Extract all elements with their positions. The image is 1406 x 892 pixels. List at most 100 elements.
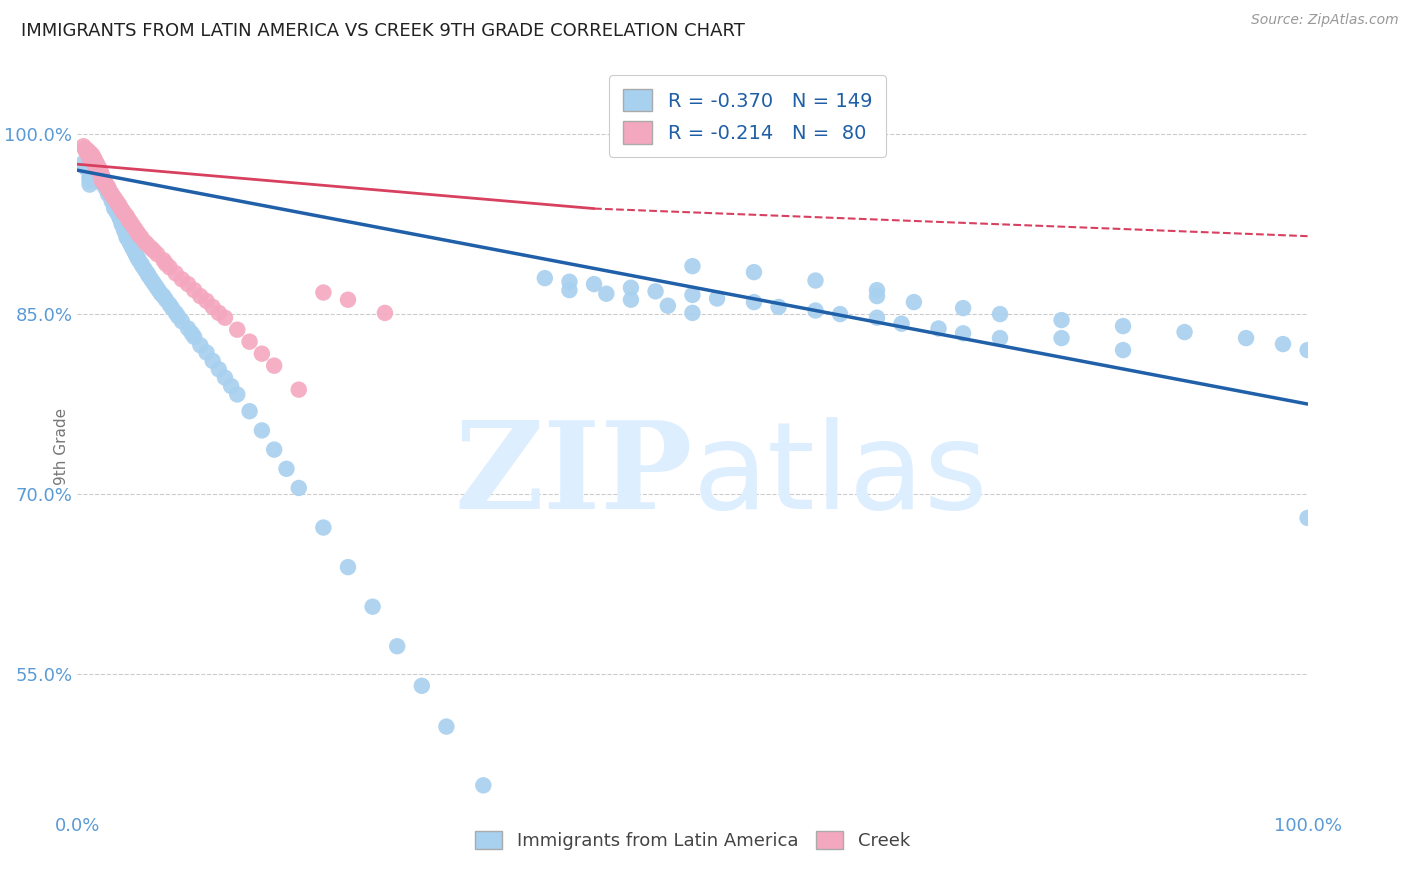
Point	[72, 156, 94, 170]
Text: IMMIGRANTS FROM LATIN AMERICA VS CREEK 9TH GRADE CORRELATION CHART: IMMIGRANTS FROM LATIN AMERICA VS CREEK 9…	[21, 22, 745, 40]
Point	[90, 170, 114, 185]
Point	[263, 442, 285, 457]
Point	[117, 211, 139, 226]
Point	[165, 306, 187, 320]
Point	[98, 184, 121, 198]
Point	[657, 299, 679, 313]
Point	[115, 227, 138, 242]
Point	[180, 326, 202, 341]
Point	[79, 178, 101, 192]
Point	[138, 268, 160, 283]
Point	[120, 236, 142, 251]
Point	[170, 272, 193, 286]
Point	[90, 168, 114, 182]
Point	[288, 481, 311, 495]
Point	[167, 310, 190, 324]
Point	[112, 220, 135, 235]
Point	[97, 180, 120, 194]
Point	[374, 306, 396, 320]
Point	[250, 346, 273, 360]
Point	[866, 310, 889, 325]
Point	[337, 293, 360, 307]
Point	[830, 307, 852, 321]
Point	[121, 239, 143, 253]
Point	[129, 230, 153, 244]
Point	[136, 237, 159, 252]
Point	[91, 171, 114, 186]
Point	[107, 196, 129, 211]
Point	[79, 151, 101, 165]
Point	[82, 150, 104, 164]
Point	[84, 171, 107, 186]
Point	[558, 283, 581, 297]
Point	[84, 161, 107, 175]
Point	[105, 205, 128, 219]
Point	[146, 247, 169, 261]
Point	[312, 285, 335, 300]
Point	[90, 170, 114, 185]
Point	[93, 177, 115, 191]
Point	[226, 323, 249, 337]
Point	[226, 387, 249, 401]
Point	[263, 359, 285, 373]
Point	[1112, 319, 1135, 334]
Point	[105, 194, 128, 209]
Point	[89, 170, 111, 185]
Point	[103, 202, 125, 216]
Point	[136, 266, 159, 280]
Point	[108, 198, 131, 212]
Point	[96, 178, 118, 193]
Point	[208, 306, 231, 320]
Point	[89, 174, 111, 188]
Point	[87, 163, 110, 178]
Point	[201, 300, 224, 314]
Point	[90, 173, 114, 187]
Point	[890, 317, 912, 331]
Point	[141, 241, 163, 255]
Point	[101, 192, 124, 206]
Point	[73, 142, 96, 156]
Point	[1234, 331, 1257, 345]
Point	[145, 279, 167, 293]
Point	[472, 778, 495, 792]
Point	[100, 189, 122, 203]
Point	[214, 370, 236, 384]
Point	[361, 599, 384, 614]
Point	[84, 161, 107, 175]
Point	[142, 276, 165, 290]
Text: atlas: atlas	[693, 417, 988, 533]
Point	[97, 181, 120, 195]
Point	[93, 174, 115, 188]
Point	[288, 383, 311, 397]
Text: Source: ZipAtlas.com: Source: ZipAtlas.com	[1251, 13, 1399, 28]
Point	[87, 160, 110, 174]
Point	[1050, 313, 1073, 327]
Point	[82, 153, 104, 168]
Point	[124, 246, 146, 260]
Point	[76, 161, 98, 176]
Point	[91, 175, 114, 189]
Point	[276, 462, 298, 476]
Point	[644, 285, 666, 299]
Point	[111, 213, 132, 227]
Point	[165, 266, 187, 280]
Point	[90, 177, 114, 191]
Point	[75, 144, 97, 158]
Point	[90, 174, 114, 188]
Point	[111, 204, 134, 219]
Point	[82, 161, 104, 175]
Point	[84, 168, 107, 182]
Point	[84, 164, 107, 178]
Point	[97, 187, 120, 202]
Point	[104, 200, 127, 214]
Point	[125, 248, 148, 262]
Point	[93, 175, 115, 189]
Point	[86, 157, 108, 171]
Point	[104, 196, 127, 211]
Point	[201, 354, 224, 368]
Point	[79, 171, 101, 186]
Point	[82, 166, 104, 180]
Point	[1174, 325, 1197, 339]
Point	[534, 271, 557, 285]
Point	[239, 334, 262, 349]
